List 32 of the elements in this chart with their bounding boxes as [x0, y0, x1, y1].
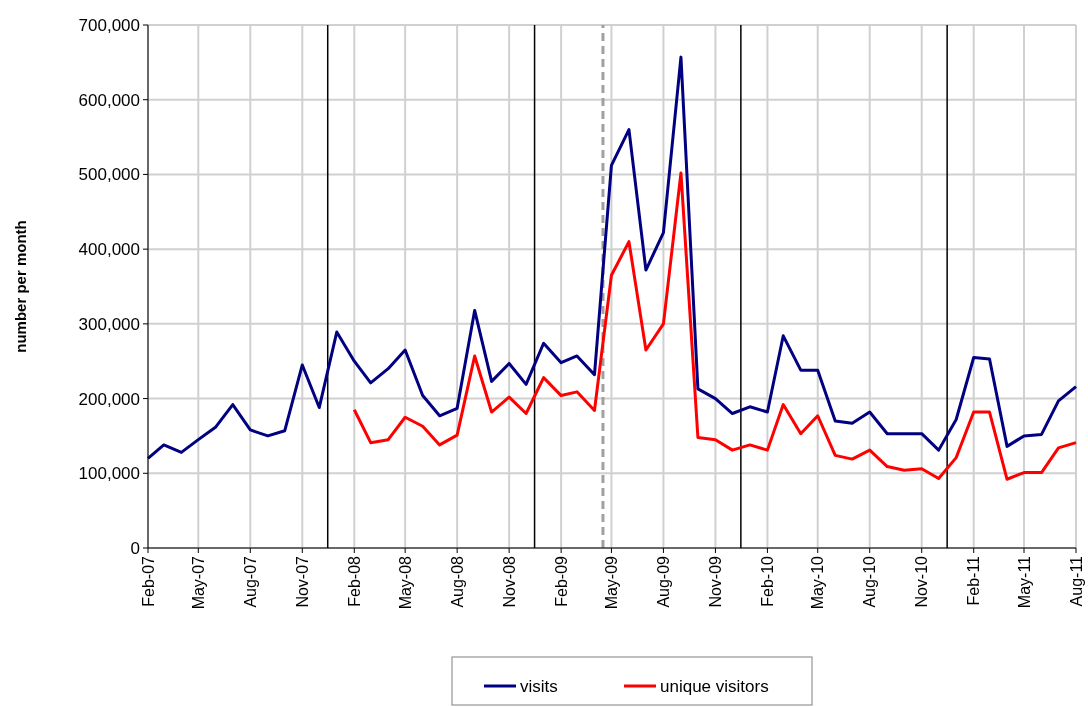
x-tick-label: Aug-11 — [1067, 555, 1085, 607]
x-tick-label: May-11 — [1015, 555, 1033, 609]
x-tick-label: May-10 — [809, 555, 827, 610]
x-tick-label: Nov-07 — [293, 555, 311, 608]
y-tick-label: 300,000 — [78, 314, 140, 334]
legend-label: unique visitors — [660, 676, 769, 696]
x-tick-label: Feb-09 — [552, 555, 570, 607]
legend-label: visits — [520, 676, 558, 696]
x-tick-label: Aug-08 — [448, 555, 466, 608]
x-tick-label: Nov-10 — [913, 555, 931, 608]
x-tick-label: Aug-09 — [655, 555, 673, 608]
x-tick-label: Feb-07 — [139, 555, 157, 607]
line-series — [352, 171, 1078, 481]
x-tick-label: Feb-10 — [759, 555, 777, 607]
x-tick-label: Nov-08 — [500, 555, 518, 608]
y-tick-label: 200,000 — [78, 389, 140, 409]
x-tick-label: May-07 — [189, 555, 207, 610]
y-tick-label: 700,000 — [78, 15, 140, 35]
x-tick-label: May-09 — [603, 555, 621, 610]
x-tick-label: Aug-07 — [241, 555, 259, 608]
y-tick-label: 600,000 — [78, 90, 140, 110]
x-tick-label: May-08 — [396, 555, 414, 610]
x-tick-label: Feb-08 — [345, 555, 363, 607]
y-axis-title: number per month — [12, 220, 29, 353]
x-tick-label: Aug-10 — [861, 555, 879, 608]
y-tick-label: 0 — [130, 538, 140, 558]
y-tick-label: 400,000 — [78, 240, 140, 260]
y-tick-label: 500,000 — [78, 165, 140, 185]
x-tick-label: Feb-11 — [965, 555, 983, 606]
line-series — [146, 55, 1078, 460]
y-tick-label: 100,000 — [78, 464, 140, 484]
x-tick-label: Nov-09 — [707, 555, 725, 608]
